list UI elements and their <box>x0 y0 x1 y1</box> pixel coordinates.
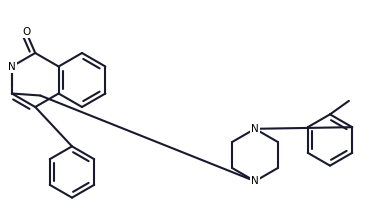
Text: N: N <box>251 124 259 134</box>
Text: N: N <box>251 176 259 186</box>
Text: O: O <box>22 27 30 37</box>
Text: N: N <box>8 62 16 71</box>
